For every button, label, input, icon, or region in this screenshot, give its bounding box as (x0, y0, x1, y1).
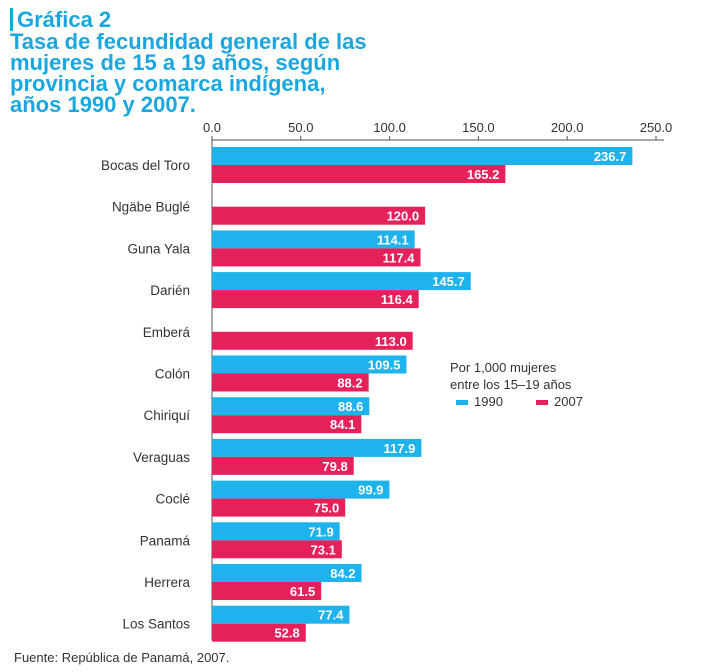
bar-1990 (212, 147, 633, 165)
data-label-1990: 109.5 (368, 358, 401, 373)
bar-2007 (212, 206, 426, 225)
category-label: Veraguas (133, 450, 190, 465)
data-label-2007: 84.1 (330, 417, 355, 432)
chart-title-line-3: provincia y comarca indígena, (10, 71, 326, 96)
category-label: Bocas del Toro (101, 158, 190, 173)
category-label: Emberá (143, 325, 191, 340)
category-label: Chiriquí (143, 408, 190, 423)
source-note: Fuente: República de Panamá, 2007. (14, 650, 230, 665)
legend-swatch-1990 (456, 400, 468, 405)
chart-title-line-1: Tasa de fecundidad general de las (10, 29, 367, 54)
bar-2007 (212, 540, 342, 559)
data-label-1990: 117.9 (384, 441, 416, 456)
x-tick-label: 150.0 (462, 120, 495, 135)
unit-note-line: Por 1,000 mujeres (450, 360, 557, 375)
data-label-1990: 71.9 (308, 524, 333, 539)
bar-1990 (212, 564, 362, 582)
legend-swatch-2007 (536, 400, 548, 405)
data-label-2007: 116.4 (381, 292, 414, 307)
data-label-1990: 84.2 (330, 566, 355, 581)
x-tick-label: 100.0 (373, 120, 406, 135)
legend-label-2007: 2007 (554, 394, 583, 409)
bar-1990 (212, 480, 390, 499)
bar-2007 (212, 582, 322, 600)
bar-2007 (212, 373, 369, 392)
x-tick-label: 200.0 (551, 120, 584, 135)
bar-1990 (212, 605, 350, 624)
data-label-2007: 61.5 (290, 584, 315, 599)
bar-2007 (212, 456, 354, 475)
category-label: Panamá (140, 533, 191, 548)
data-label-1990: 88.6 (338, 399, 363, 414)
bar-1990 (212, 272, 471, 291)
bar-1990 (212, 397, 370, 416)
bar-2007 (212, 415, 362, 434)
chart-title-block: Gráfica 2 Tasa de fecundidad general de … (10, 8, 690, 117)
data-label-1990: 236.7 (594, 149, 627, 164)
bar-2007 (212, 290, 419, 309)
data-label-1990: 99.9 (358, 483, 383, 498)
category-label: Colón (155, 367, 190, 382)
data-label-2007: 117.4 (383, 250, 416, 265)
chart-figure-label: Gráfica 2 (10, 8, 690, 31)
data-label-1990: 145.7 (432, 274, 465, 289)
category-label: Herrera (144, 575, 190, 590)
chart-title-line-2: mujeres de 15 a 19 años, según (10, 50, 341, 75)
bar-1990 (212, 230, 415, 249)
bar-2007 (212, 165, 506, 183)
data-label-2007: 75.0 (314, 501, 339, 516)
legend-label-1990: 1990 (474, 394, 503, 409)
category-label: Los Santos (122, 617, 190, 632)
category-label: Ngäbe Buglé (112, 200, 190, 215)
category-label: Darién (150, 283, 190, 298)
x-tick-label: 0.0 (203, 120, 221, 135)
data-label-2007: 88.2 (337, 376, 362, 391)
bar-1990 (212, 522, 340, 541)
data-label-2007: 165.2 (467, 167, 500, 182)
bar-1990 (212, 438, 422, 457)
bar-2007 (212, 623, 306, 642)
category-label: Guna Yala (127, 241, 190, 256)
bar-2007 (212, 498, 346, 517)
data-label-2007: 73.1 (311, 542, 336, 557)
data-label-2007: 113.0 (375, 334, 407, 349)
data-label-1990: 114.1 (377, 232, 409, 247)
data-label-2007: 52.8 (274, 626, 299, 641)
data-label-2007: 79.8 (322, 459, 347, 474)
chart-title-line-4: años 1990 y 2007. (10, 92, 196, 117)
unit-note-line: entre los 15–19 años (450, 377, 572, 392)
bar-1990 (212, 355, 407, 374)
data-label-2007: 120.0 (387, 209, 420, 224)
x-tick-label: 50.0 (288, 120, 313, 135)
bar-2007 (212, 331, 413, 350)
x-tick-label: 250.0 (640, 120, 673, 135)
category-label: Coclé (155, 492, 190, 507)
data-label-1990: 77.4 (318, 608, 344, 623)
bar-2007 (212, 248, 421, 267)
